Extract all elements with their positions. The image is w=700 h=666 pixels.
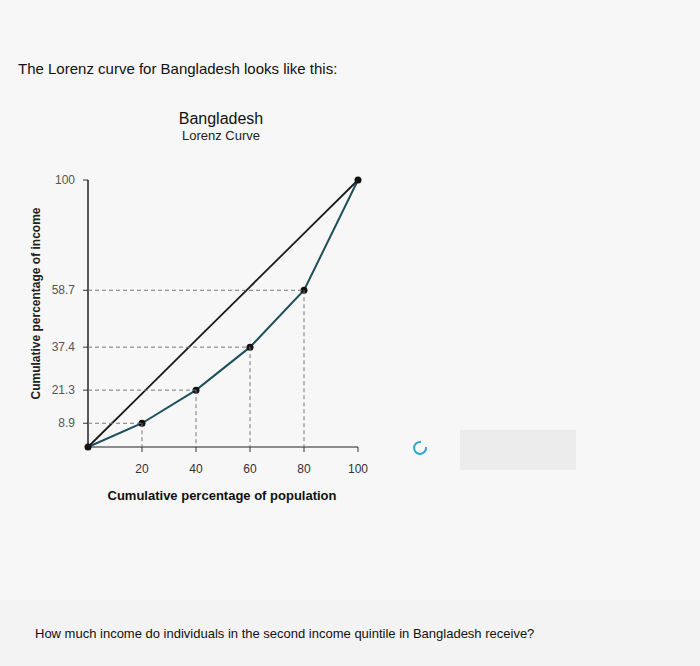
x-tick: [304, 447, 305, 452]
equality-line: [88, 180, 358, 447]
lorenz-curve: [88, 180, 358, 447]
background: [0, 0, 700, 666]
x-tick-label: 20: [135, 462, 149, 476]
x-tick: [142, 447, 143, 452]
guide-line: [88, 290, 304, 291]
page: The Lorenz curve for Bangladesh looks li…: [0, 0, 700, 666]
y-label: Cumulative percentage of income: [29, 207, 43, 399]
x-tick: [358, 447, 359, 452]
y-tick-label: 100: [55, 173, 75, 187]
guide-line: [142, 423, 143, 447]
guide-line: [196, 390, 197, 447]
title: Bangladesh: [179, 110, 264, 127]
guide-line: [250, 347, 251, 447]
y-tick-label: 21.3: [52, 383, 76, 397]
screen: [0, 0, 700, 600]
x-tick-label: 60: [243, 462, 257, 476]
y-tick-label: 8.9: [58, 416, 75, 430]
toolbar: [460, 430, 576, 470]
x-tick: [250, 447, 251, 452]
guide-line: [304, 290, 305, 447]
intro: The Lorenz curve for Bangladesh looks li…: [18, 60, 337, 77]
y-axis: [87, 180, 89, 447]
x-axis: [88, 447, 358, 448]
question: How much income do individuals in the se…: [35, 626, 534, 641]
x-tick-label: 40: [189, 462, 203, 476]
plot-area: [85, 177, 362, 451]
x-tick: [196, 447, 197, 452]
subtitle: Lorenz Curve: [182, 128, 260, 143]
y-tick-label: 37.4: [52, 340, 76, 354]
x-tick-label: 100: [348, 462, 368, 476]
guide-line: [88, 390, 196, 391]
guide-line: [88, 423, 142, 424]
refresh-icon: [414, 442, 426, 454]
y-tick-label: 58.7: [52, 283, 76, 297]
x-label: Cumulative percentage of population: [108, 488, 337, 503]
guide-line: [88, 347, 250, 348]
x-tick-label: 80: [297, 462, 311, 476]
